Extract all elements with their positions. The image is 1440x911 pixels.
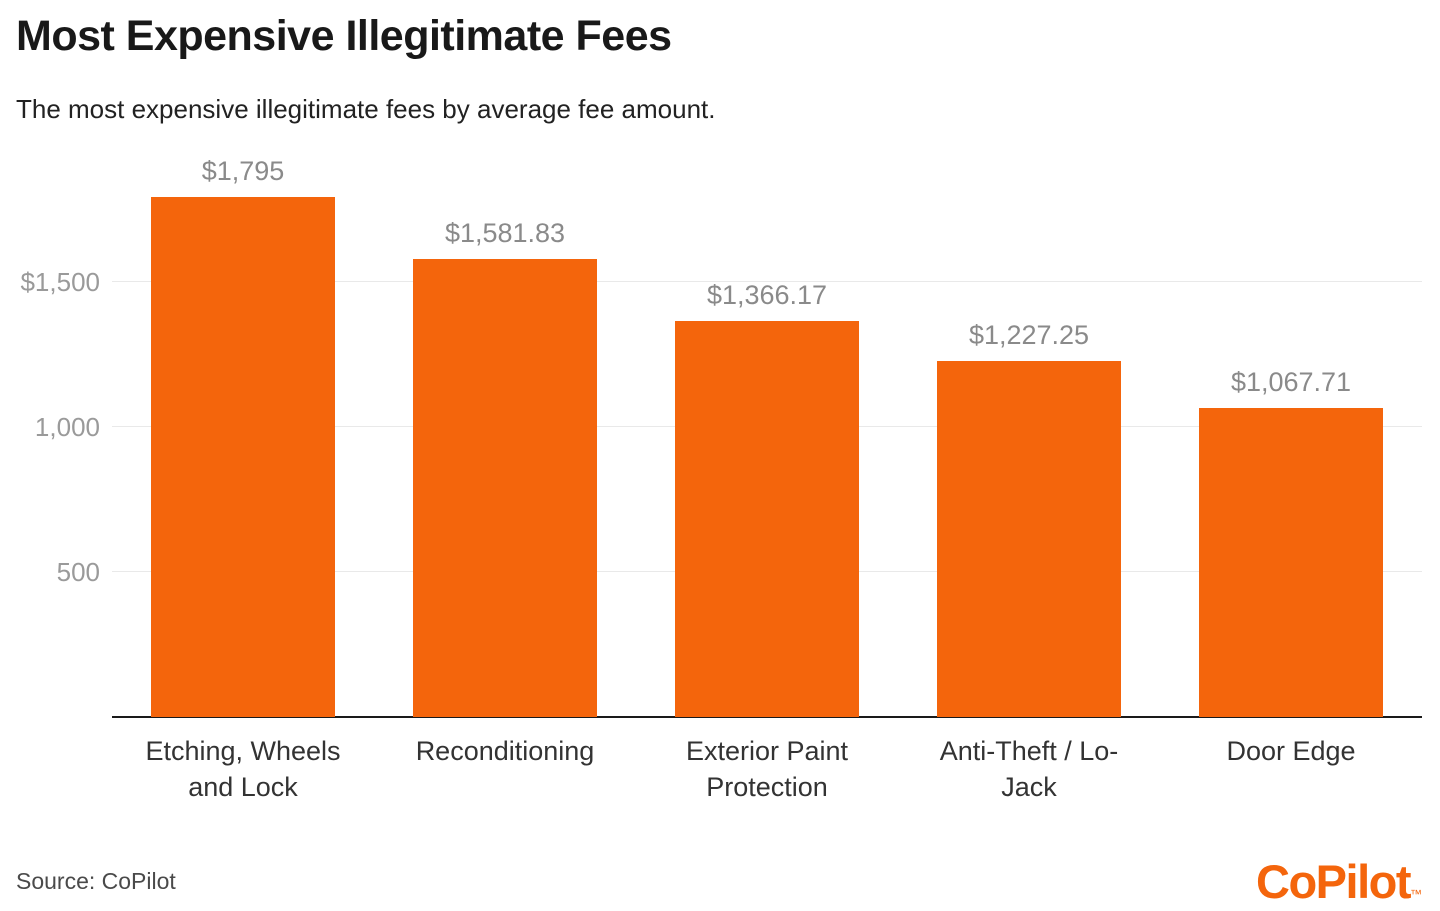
- trademark-symbol: ™: [1410, 887, 1422, 901]
- bar-reconditioning: [412, 258, 598, 717]
- category-axis-labels: Etching, Wheels and Lock Reconditioning Ex…: [112, 734, 1422, 806]
- bar-exterior-paint-protection: [674, 321, 860, 717]
- copilot-logo: CoPilot™: [1256, 858, 1422, 905]
- bar-value-label: $1,067.71: [1230, 366, 1352, 397]
- x-axis-line: [112, 716, 1422, 718]
- bar-value-label: $1,366.17: [706, 280, 828, 311]
- page-title: Most Expensive Illegitimate Fees: [16, 12, 672, 60]
- category-label: Anti-Theft / Lo-Jack: [939, 736, 1119, 802]
- gridline-1500: [112, 281, 1422, 283]
- bar-value-label: $1,227.25: [968, 320, 1090, 351]
- bar-column: $1,581.83: [374, 197, 636, 717]
- copilot-logo-text: CoPilot: [1256, 855, 1411, 908]
- bar-column: $1,067.71: [1160, 197, 1422, 717]
- y-axis-tick-label: $1,500: [20, 267, 100, 298]
- plot-area: 500 1,000 $1,500 $1,795 $1,581.83 $1,366.17 $1…: [20, 158, 1422, 717]
- bar-etching-wheels-and-lock: [150, 197, 336, 717]
- bar-chart: 500 1,000 $1,500 $1,795 $1,581.83 $1,366.17 $1…: [16, 150, 1424, 810]
- bar-value-label: $1,795: [201, 156, 285, 186]
- page-subtitle: The most expensive illegitimate fees by …: [16, 94, 716, 124]
- bar-anti-theft-lo-jack: [936, 361, 1122, 717]
- bar-value-label: $1,581.83: [444, 217, 566, 248]
- category-label: Door Edge: [1226, 736, 1356, 766]
- bar-column: $1,795: [112, 158, 374, 717]
- y-axis-tick-label: 500: [56, 557, 100, 588]
- y-axis-tick-label: 1,000: [34, 412, 100, 443]
- bar-column: $1,227.25: [898, 197, 1160, 717]
- category-label: Exterior Paint Protection: [685, 736, 849, 802]
- bar-door-edge: [1198, 407, 1384, 717]
- category-label: Reconditioning: [415, 736, 595, 766]
- source-note: Source: CoPilot: [16, 868, 176, 894]
- bar-column: $1,366.17: [636, 197, 898, 717]
- category-label: Etching, Wheels and Lock: [145, 736, 341, 802]
